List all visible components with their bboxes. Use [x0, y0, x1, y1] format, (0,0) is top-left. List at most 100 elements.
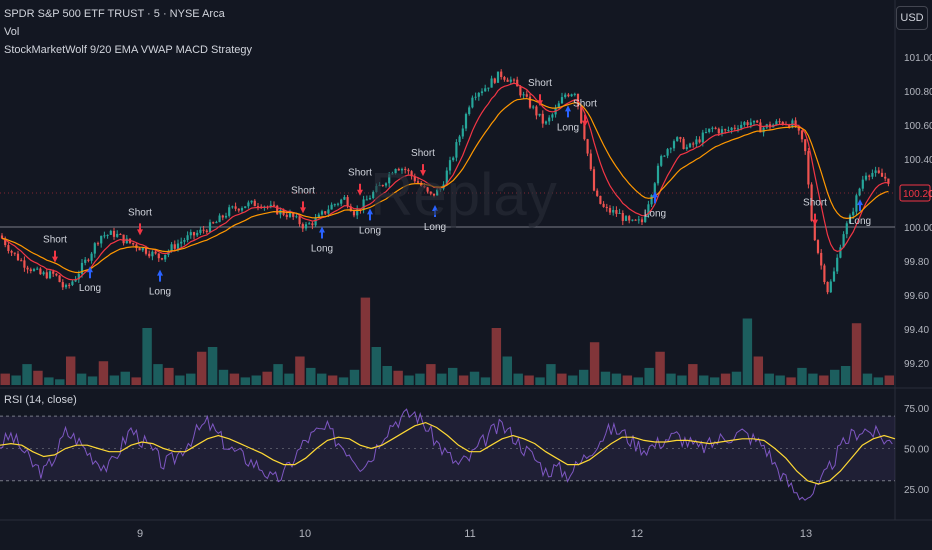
short-arrow-icon	[812, 213, 818, 226]
candle-body	[151, 251, 154, 257]
candle-body	[164, 254, 167, 260]
strategy-legend[interactable]: StockMarketWolf 9/20 EMA VWAP MACD Strat…	[4, 44, 252, 56]
candle-body	[458, 136, 461, 143]
candle-body	[356, 209, 359, 216]
candle-body	[439, 188, 442, 190]
candle-body	[125, 238, 128, 244]
short-signal-label: Short	[291, 185, 315, 196]
candle-body	[813, 220, 816, 241]
volume-bar	[655, 351, 665, 385]
candle-body	[13, 252, 16, 254]
time-axis-label: 10	[299, 528, 311, 540]
volume-bar	[98, 361, 109, 385]
candle-body	[426, 187, 429, 192]
candle-body	[583, 123, 586, 140]
candle-body	[218, 215, 221, 223]
candle-body	[480, 91, 484, 93]
candle-body	[7, 245, 10, 251]
short-signal-label: Short	[528, 78, 552, 89]
candle-body	[509, 79, 512, 82]
candle-body	[826, 282, 829, 293]
candle-body	[445, 170, 448, 185]
candle-body	[55, 273, 58, 276]
volume-bar	[786, 377, 796, 385]
symbol-title[interactable]: SPDR S&P 500 ETF TRUST · 5 · NYSE Arca	[4, 8, 225, 20]
candle-body	[493, 78, 496, 83]
short-arrow-icon	[582, 114, 588, 127]
long-signal-label: Long	[644, 208, 666, 219]
candle-body	[77, 273, 80, 280]
volume-bar	[273, 364, 283, 385]
candle-body	[253, 200, 256, 207]
volume-bar	[382, 366, 392, 385]
volume-bar	[131, 377, 141, 385]
volume-bar	[393, 370, 403, 385]
candle-body	[87, 259, 90, 261]
volume-bar	[65, 356, 76, 385]
candle-body	[189, 232, 192, 236]
candle-body	[23, 260, 26, 268]
candle-body	[829, 281, 832, 293]
volume-bar	[437, 373, 447, 385]
volume-legend[interactable]: Vol	[4, 26, 20, 38]
candle-body	[519, 86, 522, 96]
candle-body	[304, 224, 308, 229]
candle-body	[506, 79, 509, 82]
candle-body	[64, 284, 68, 288]
volume-bar	[513, 373, 523, 385]
candle-body	[141, 247, 144, 251]
candle-body	[701, 132, 704, 143]
currency-button[interactable]: USD	[896, 6, 928, 30]
candle-body	[247, 202, 250, 207]
time-axis-label: 12	[631, 528, 643, 540]
candle-body	[618, 213, 621, 215]
candle-body	[180, 241, 183, 244]
candle-body	[605, 206, 608, 209]
candle-body	[704, 131, 708, 133]
volume-bar	[840, 366, 851, 385]
candle-body	[807, 151, 810, 185]
candle-body	[212, 222, 215, 224]
candle-body	[68, 284, 71, 286]
candle-body	[676, 137, 679, 142]
candle-body	[797, 126, 800, 131]
candle-body	[10, 250, 13, 253]
volume-bar	[404, 375, 414, 385]
candle-body	[314, 217, 317, 226]
volume-bar	[327, 375, 338, 385]
rsi-legend[interactable]: RSI (14, close)	[4, 394, 77, 406]
candle-body	[823, 265, 826, 283]
volume-bar	[611, 373, 622, 385]
rsi-tick-label: 25.00	[904, 485, 929, 496]
volume-bar	[229, 373, 240, 385]
candle-body	[877, 170, 880, 173]
volume-bar	[524, 375, 534, 385]
candle-body	[647, 204, 650, 216]
volume-bar	[469, 371, 480, 385]
candle-body	[644, 215, 647, 223]
price-tick-label: 99.40	[904, 325, 929, 336]
candle-body	[730, 127, 733, 130]
volume-bar	[55, 379, 65, 385]
candle-body	[170, 244, 173, 251]
candle-body	[173, 244, 176, 249]
candle-body	[352, 211, 356, 216]
volume-bar	[699, 375, 709, 385]
candle-body	[416, 181, 420, 183]
candle-body	[0, 235, 4, 239]
candle-body	[727, 129, 730, 131]
candle-body	[756, 120, 759, 123]
candle-body	[580, 106, 583, 124]
candle-body	[93, 243, 96, 254]
volume-bar	[873, 377, 884, 385]
candle-body	[714, 127, 717, 129]
current-price-label: 100.20	[903, 189, 932, 200]
short-signal-label: Short	[43, 235, 67, 246]
candle-body	[237, 208, 240, 211]
candle-body	[404, 168, 407, 170]
price-tick-label: 100.60	[904, 121, 932, 132]
candle-body	[852, 211, 855, 216]
candle-body	[781, 122, 784, 125]
candle-body	[106, 234, 109, 236]
